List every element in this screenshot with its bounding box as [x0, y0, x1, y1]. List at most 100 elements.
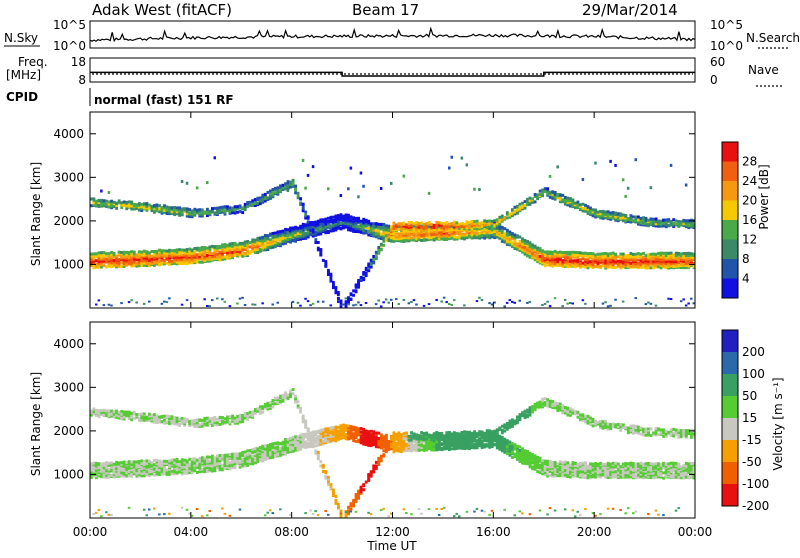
velocity-cell [302, 415, 305, 418]
power-cell [362, 277, 365, 280]
power-cell [161, 206, 164, 209]
cpid-label: CPID [6, 90, 38, 104]
velocity-cell [181, 458, 184, 461]
power-cell [156, 207, 159, 210]
power-cell [261, 194, 264, 197]
freq-tick-top: 18 [71, 55, 86, 69]
velocity-cell [183, 459, 186, 462]
velocity-cell [226, 454, 229, 457]
power-cell [579, 258, 582, 261]
power-cell [471, 223, 474, 226]
power-cell [307, 232, 310, 235]
power-cell [554, 258, 557, 261]
velocity-cell [108, 468, 111, 471]
velocity-cell [299, 434, 302, 437]
power-cell [503, 232, 506, 235]
velocity-cell [246, 453, 249, 456]
power-cell [307, 174, 310, 177]
power-cell [269, 195, 272, 198]
velocity-cell [166, 415, 169, 418]
velocity-cell [128, 507, 131, 509]
velocity-cell [372, 430, 375, 433]
power-cell [380, 248, 383, 251]
velocity-cell [319, 439, 322, 442]
power-cell [657, 265, 660, 268]
velocity-cell [93, 408, 96, 411]
power-cell [332, 281, 335, 284]
velocity-cell [120, 461, 123, 464]
power-cell [355, 283, 358, 286]
power-cell [246, 249, 249, 252]
power-cell [95, 304, 98, 306]
power-cell [390, 225, 393, 228]
power-cell [337, 301, 340, 303]
power-cell [181, 180, 184, 183]
velocity-cell [352, 432, 355, 435]
power-cell [135, 203, 138, 206]
velocity-cell [95, 409, 98, 412]
power-cell [476, 300, 479, 302]
power-cell [435, 224, 438, 227]
velocity-cell [249, 449, 252, 452]
power-cell [647, 302, 650, 304]
power-cell [272, 240, 275, 243]
power-cell [647, 253, 650, 256]
power-cell [340, 226, 343, 229]
power-cell [456, 236, 459, 239]
velocity-cell [317, 435, 320, 438]
velocity-cell [186, 469, 189, 472]
velocity-cell [98, 509, 101, 511]
search-label: N.Search [746, 31, 800, 45]
power-cell [511, 301, 514, 303]
power-cell [176, 206, 179, 209]
power-cell [241, 252, 244, 255]
colorbar-tick: 4 [742, 272, 750, 286]
velocity-cell [380, 455, 383, 458]
power-cell [546, 250, 549, 253]
velocity-cell [153, 473, 156, 476]
velocity-cell [178, 423, 181, 426]
velocity-cell [138, 413, 141, 416]
velocity-cell [292, 450, 295, 453]
velocity-cell [140, 459, 143, 462]
velocity-cell [277, 447, 280, 450]
colorbar-tick: 16 [742, 213, 757, 227]
power-cell [173, 206, 176, 209]
power-cell [602, 210, 605, 213]
velocity-cell [274, 446, 277, 449]
freq-unit-label: [MHz] [6, 68, 41, 82]
power-cell [488, 234, 491, 237]
power-cell [115, 207, 118, 210]
velocity-cell [244, 451, 247, 454]
power-cell [554, 250, 557, 253]
power-cell [140, 251, 143, 254]
power-cell [415, 221, 418, 224]
power-cell [400, 222, 403, 225]
velocity-cell [251, 411, 254, 414]
velocity-cell [337, 432, 340, 435]
power-cell [466, 163, 469, 166]
power-cell [451, 304, 454, 306]
power-cell [388, 229, 391, 232]
power-cell [614, 260, 617, 263]
colorbar-swatch [722, 259, 738, 279]
power-cell [650, 303, 653, 305]
power-cell [388, 302, 391, 304]
power-cell [521, 202, 524, 205]
velocity-cell [322, 440, 325, 443]
power-cell [307, 220, 310, 223]
power-cell [355, 304, 358, 306]
velocity-cell [319, 465, 322, 468]
power-cell [637, 219, 640, 222]
power-cell [503, 241, 506, 244]
power-cell [135, 302, 138, 304]
power-cell [287, 234, 290, 237]
velocity-cell [287, 394, 290, 397]
power-cell [516, 205, 519, 208]
power-cell [551, 251, 554, 254]
power-cell [375, 255, 378, 258]
power-cell [609, 305, 612, 307]
velocity-cell [176, 420, 179, 423]
